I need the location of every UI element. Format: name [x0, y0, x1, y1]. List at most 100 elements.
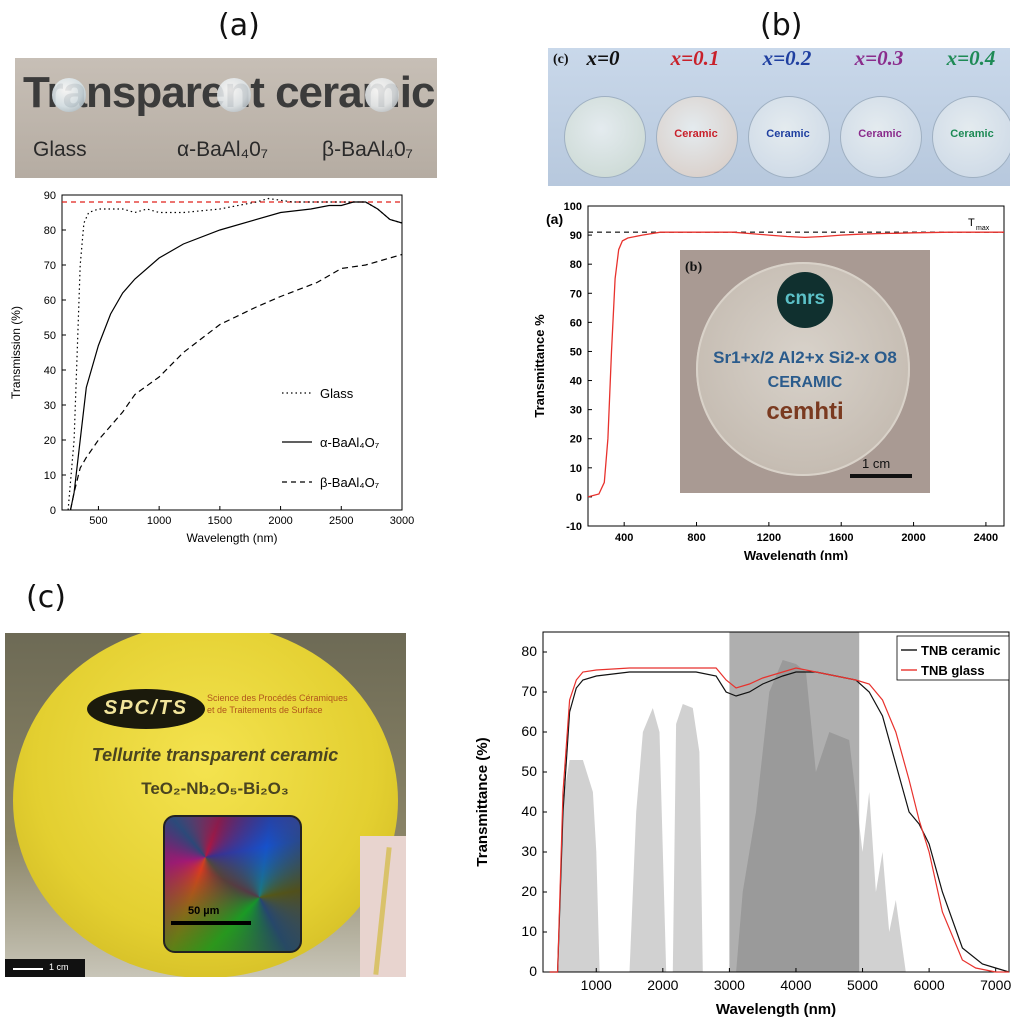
legend-beta-label: β-BaAl₄O₇	[320, 475, 380, 490]
y-tick-label: 10	[521, 923, 537, 939]
micro-scale-bar	[171, 921, 251, 925]
x-axis-label: Wavelength (nm)	[716, 1001, 836, 1018]
spcts-org-line2: et de Traitements de Surface	[207, 705, 323, 715]
x-tick-label: 1600	[829, 532, 853, 544]
cemhti-logo: cemhti	[700, 398, 910, 426]
y-tick-label: 30	[570, 405, 582, 417]
y-tick-label: 70	[570, 288, 582, 300]
photo-c-title: Tellurite transparent ceramic	[65, 745, 365, 766]
y-tick-label: 40	[521, 803, 537, 819]
x-tick-label: 3000	[714, 977, 745, 993]
sample-label: x=0.4	[930, 48, 1010, 71]
y-tick-label: 20	[570, 434, 582, 446]
shaded-band	[729, 632, 859, 972]
x-axis-label: Wavelength (nm)	[187, 531, 278, 545]
sample-label: x=0.2	[746, 48, 828, 71]
x-tick-label: 2500	[329, 515, 353, 527]
photo-b: (c) x=0 x=0.1 Ceramic x=0.2 Ceramic x=0.3 Cera…	[548, 48, 1010, 186]
microstructure-image	[163, 815, 302, 953]
y-tick-label: 70	[521, 683, 537, 699]
y-tick-label: 80	[44, 225, 56, 237]
tmax-subscript: max	[976, 225, 990, 232]
x-tick-label: 7000	[980, 977, 1011, 993]
sample-disc-text: Ceramic	[748, 128, 828, 140]
legend-label-1: TNB glass	[921, 663, 985, 678]
sample-disc-text: Ceramic	[840, 128, 920, 140]
x-tick-label: 3000	[390, 515, 414, 527]
x-tick-label: 1500	[208, 515, 232, 527]
photo-c-scale-label: 1 cm	[49, 962, 69, 972]
y-tick-label: 20	[521, 883, 537, 899]
x-tick-label: 2000	[647, 977, 678, 993]
sample-label: x=0	[562, 48, 644, 71]
y-tick-label: 60	[521, 723, 537, 739]
y-tick-label: 50	[44, 330, 56, 342]
y-tick-label: 30	[44, 400, 56, 412]
sample-disc-text: Ceramic	[932, 128, 1010, 140]
x-tick-label: 500	[89, 515, 107, 527]
chart-a: 500 1000 1500 2000 2500 3000 0 10 20 30 40 50 60 70 80…	[0, 180, 420, 555]
inset-formula: Sr1+x/2 Al2+x Si2-x O8	[700, 348, 910, 368]
series-line-0	[68, 199, 402, 511]
y-tick-label: 10	[44, 470, 56, 482]
legend-alpha-label: α-BaAl₄O₇	[320, 435, 380, 450]
panel-label-c: (c)	[26, 580, 66, 615]
y-tick-label: 90	[570, 230, 582, 242]
x-tick-label: 400	[615, 532, 633, 544]
glass-sample-disc	[52, 78, 86, 112]
beta-sample-disc	[365, 78, 399, 112]
photo-a: Transparent ceramic Glass α-BaAl₄0₇ β-Ba…	[15, 58, 437, 178]
y-tick-label: -10	[566, 521, 582, 533]
photo-c-formula: TeO₂-Nb₂O₅-Bi₂O₃	[65, 779, 365, 799]
y-tick-label: 100	[564, 201, 582, 213]
panel-label-a: (a)	[218, 8, 260, 43]
legend-label-0: TNB ceramic	[921, 643, 1000, 658]
cnrs-logo-text: cnrs	[777, 288, 833, 310]
series-line-2	[71, 255, 403, 511]
y-axis-label: Transmittance (%)	[474, 737, 491, 866]
y-tick-label: 50	[570, 346, 582, 358]
chart-c: 1000 2000 3000 4000 5000 6000 7000 0 10 20 30 40 50 6…	[465, 620, 1021, 1026]
y-axis-label: Transmission (%)	[9, 306, 23, 399]
x-tick-label: 1200	[757, 532, 781, 544]
spcts-org-line1: Science des Procédés Céramiques	[207, 693, 348, 703]
chart-a-legend: Glass α-BaAl₄O₇ β-BaAl₄O₇	[282, 386, 380, 490]
y-tick-label: 0	[576, 492, 582, 504]
photo-b-inset-tag: (b)	[685, 260, 702, 276]
y-tick-label: 0	[50, 505, 56, 517]
alpha-sample-disc	[217, 78, 251, 112]
y-tick-label: 90	[44, 190, 56, 202]
y-tick-label: 60	[570, 317, 582, 329]
x-tick-label: 4000	[780, 977, 811, 993]
x-axis-label: Wavelength (nm)	[744, 548, 848, 560]
photo-a-sample-beta: β-BaAl₄0₇	[322, 138, 413, 162]
photo-b-inset: (b) cnrs Sr1+x/2 Al2+x Si2-x O8 CERAMIC …	[680, 250, 930, 493]
micro-scale-label: 50 µm	[188, 905, 219, 917]
y-axis-label: Transmittance %	[532, 314, 547, 418]
x-tick-label: 2000	[901, 532, 925, 544]
tmax-label: T	[968, 217, 975, 229]
y-tick-label: 30	[521, 843, 537, 859]
y-tick-label: 70	[44, 260, 56, 272]
x-tick-label: 2400	[974, 532, 998, 544]
chart-b-tag: (a)	[546, 211, 563, 227]
inset-subtitle: CERAMIC	[700, 374, 910, 392]
spcts-logo-text: SPC/TS	[87, 697, 205, 720]
y-tick-label: 80	[570, 259, 582, 271]
sample-disc	[564, 96, 646, 178]
x-tick-label: 800	[687, 532, 705, 544]
photo-c: SPC/TS Science des Procédés Céramiques e…	[5, 633, 406, 977]
y-tick-label: 80	[521, 643, 537, 659]
y-tick-label: 40	[570, 376, 582, 388]
sample-disc-text: Ceramic	[656, 128, 736, 140]
x-tick-label: 5000	[847, 977, 878, 993]
photo-a-sample-alpha: α-BaAl₄0₇	[177, 138, 268, 162]
plot-frame	[62, 195, 402, 510]
y-tick-label: 0	[529, 963, 537, 979]
sample-label: x=0.1	[654, 48, 736, 71]
x-tick-label: 1000	[147, 515, 171, 527]
photo-a-sample-glass: Glass	[33, 138, 87, 162]
inset-scale-label: 1 cm	[862, 456, 890, 471]
legend-glass-label: Glass	[320, 386, 354, 401]
sample-label: x=0.3	[838, 48, 920, 71]
